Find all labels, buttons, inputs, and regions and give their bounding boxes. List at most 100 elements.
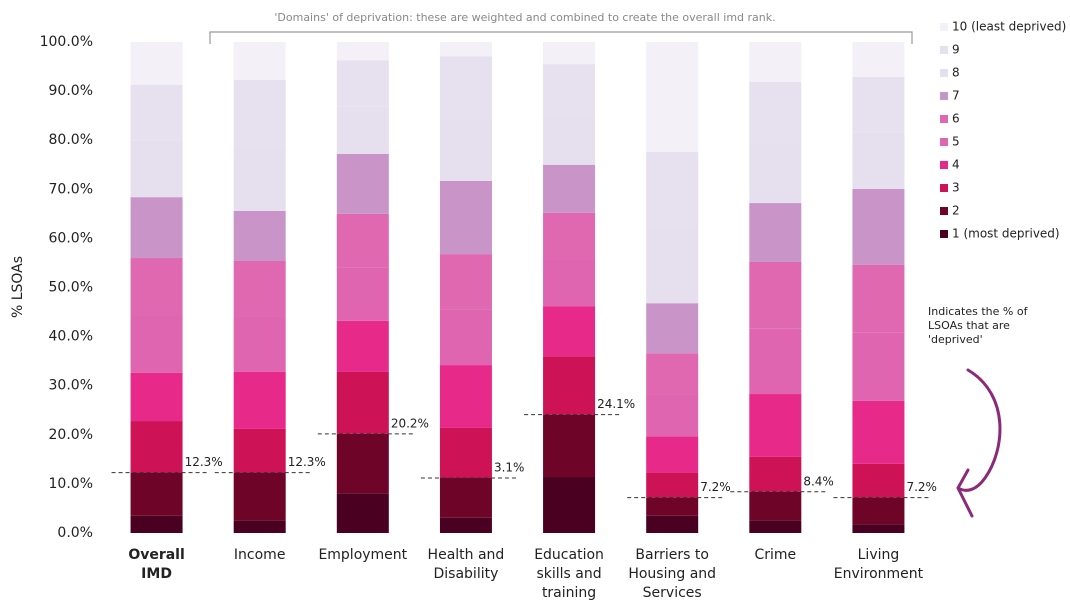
legend-swatch [940,115,948,123]
bar-segment [852,463,905,498]
bar-segment [233,79,286,146]
legend-swatch [940,23,948,31]
bar-segment [852,332,905,401]
bar-segment [439,180,492,255]
bar-segment [543,477,596,533]
bar-segment [130,472,183,516]
legend-swatch [940,138,948,146]
y-tick-label: 70.0% [49,181,93,197]
y-tick-label: 30.0% [49,378,93,394]
y-tick-label: 40.0% [49,329,93,345]
bar-segment [852,264,905,333]
legend-swatch [940,46,948,54]
bar-segment [439,365,492,428]
x-tick-label: Income [233,547,286,563]
y-tick-label: 90.0% [49,83,93,99]
bar-segment [439,478,492,518]
bar-segment [439,254,492,310]
x-tick-label: Barriers to Housing and Services [628,547,717,601]
y-tick-label: 50.0% [49,280,93,296]
legend-label: 7 [952,89,960,103]
bracket [209,31,913,44]
bar-segment [646,353,699,395]
bar-segment [233,428,286,473]
bar-segment [852,132,905,189]
bar-segment [543,259,596,307]
bar-segment [852,497,905,525]
bar-segment [336,267,389,321]
legend-label: 2 [952,204,960,218]
bar-segment [439,118,492,181]
legend-label: 5 [952,135,960,149]
bar-segment [749,456,802,492]
deprived-label: 20.2% [391,416,429,430]
legend-label: 3 [952,181,960,195]
bar-segment [130,84,183,141]
bar-segment [336,213,389,268]
bar-segment [749,520,802,533]
bar-segment [336,433,389,494]
bar-segment [646,472,699,498]
legend-label: 6 [952,112,960,126]
bar-segment [439,427,492,479]
y-tick-label: 20.0% [49,427,93,443]
bar-segment [749,42,802,82]
bar-segment [543,42,596,65]
bar-segment [749,261,802,329]
deprived-label: 12.3% [288,455,326,469]
bar-segment [646,436,699,473]
legend-swatch [940,207,948,215]
bar-segment [749,394,802,457]
arrow [956,368,1002,518]
bar-segment [336,320,389,372]
bar-segment [852,42,905,77]
legend-swatch [940,230,948,238]
bar-segment [543,306,596,357]
bar-segment [646,497,699,516]
bar-segment [852,400,905,464]
legend-label: 1 (most deprived) [952,227,1060,241]
bar-segment [130,258,183,316]
deprived-label: 24.1% [597,397,635,411]
bar-segment [646,227,699,304]
bar-segment [336,106,389,154]
bar-segment [439,309,492,366]
y-tick-label: 10.0% [49,476,93,492]
x-tick-label: Crime [754,547,797,563]
bar-segment [130,515,183,533]
bar-segment [646,394,699,437]
legend-swatch [940,69,948,77]
bar-segment [852,524,905,533]
bar-segment [336,371,389,434]
bar-segment [233,472,286,521]
bar-segment [130,42,183,85]
bar-segment [336,60,389,107]
bar-segment [336,153,389,214]
bar-segment [233,260,286,317]
deprived-label: 7.2% [906,480,937,494]
x-tick-label: Health and Disability [427,547,505,582]
deprived-label: 3.1% [494,461,525,475]
bar-segment [646,515,699,533]
bar-segment [130,140,183,198]
bar-segment [543,212,596,260]
annotation: 'Domains' of deprivation: these are weig… [274,11,775,24]
bar-segment [439,56,492,119]
legend-swatch [940,92,948,100]
bar-segment [439,517,492,533]
y-axis-label: % LSOAs [10,256,26,318]
bar-segment [543,114,596,165]
bar-segment [130,421,183,473]
bar-segment [749,491,802,521]
bar-segment [233,520,286,533]
bar-segment [233,145,286,211]
bar-segment [233,210,286,261]
deprived-label: 8.4% [803,474,834,488]
x-tick-label: Living Environment [833,547,924,582]
bar-segment [336,493,389,533]
bar-segment [543,356,596,415]
bar-segment [646,303,699,354]
bar-segment [749,328,802,395]
